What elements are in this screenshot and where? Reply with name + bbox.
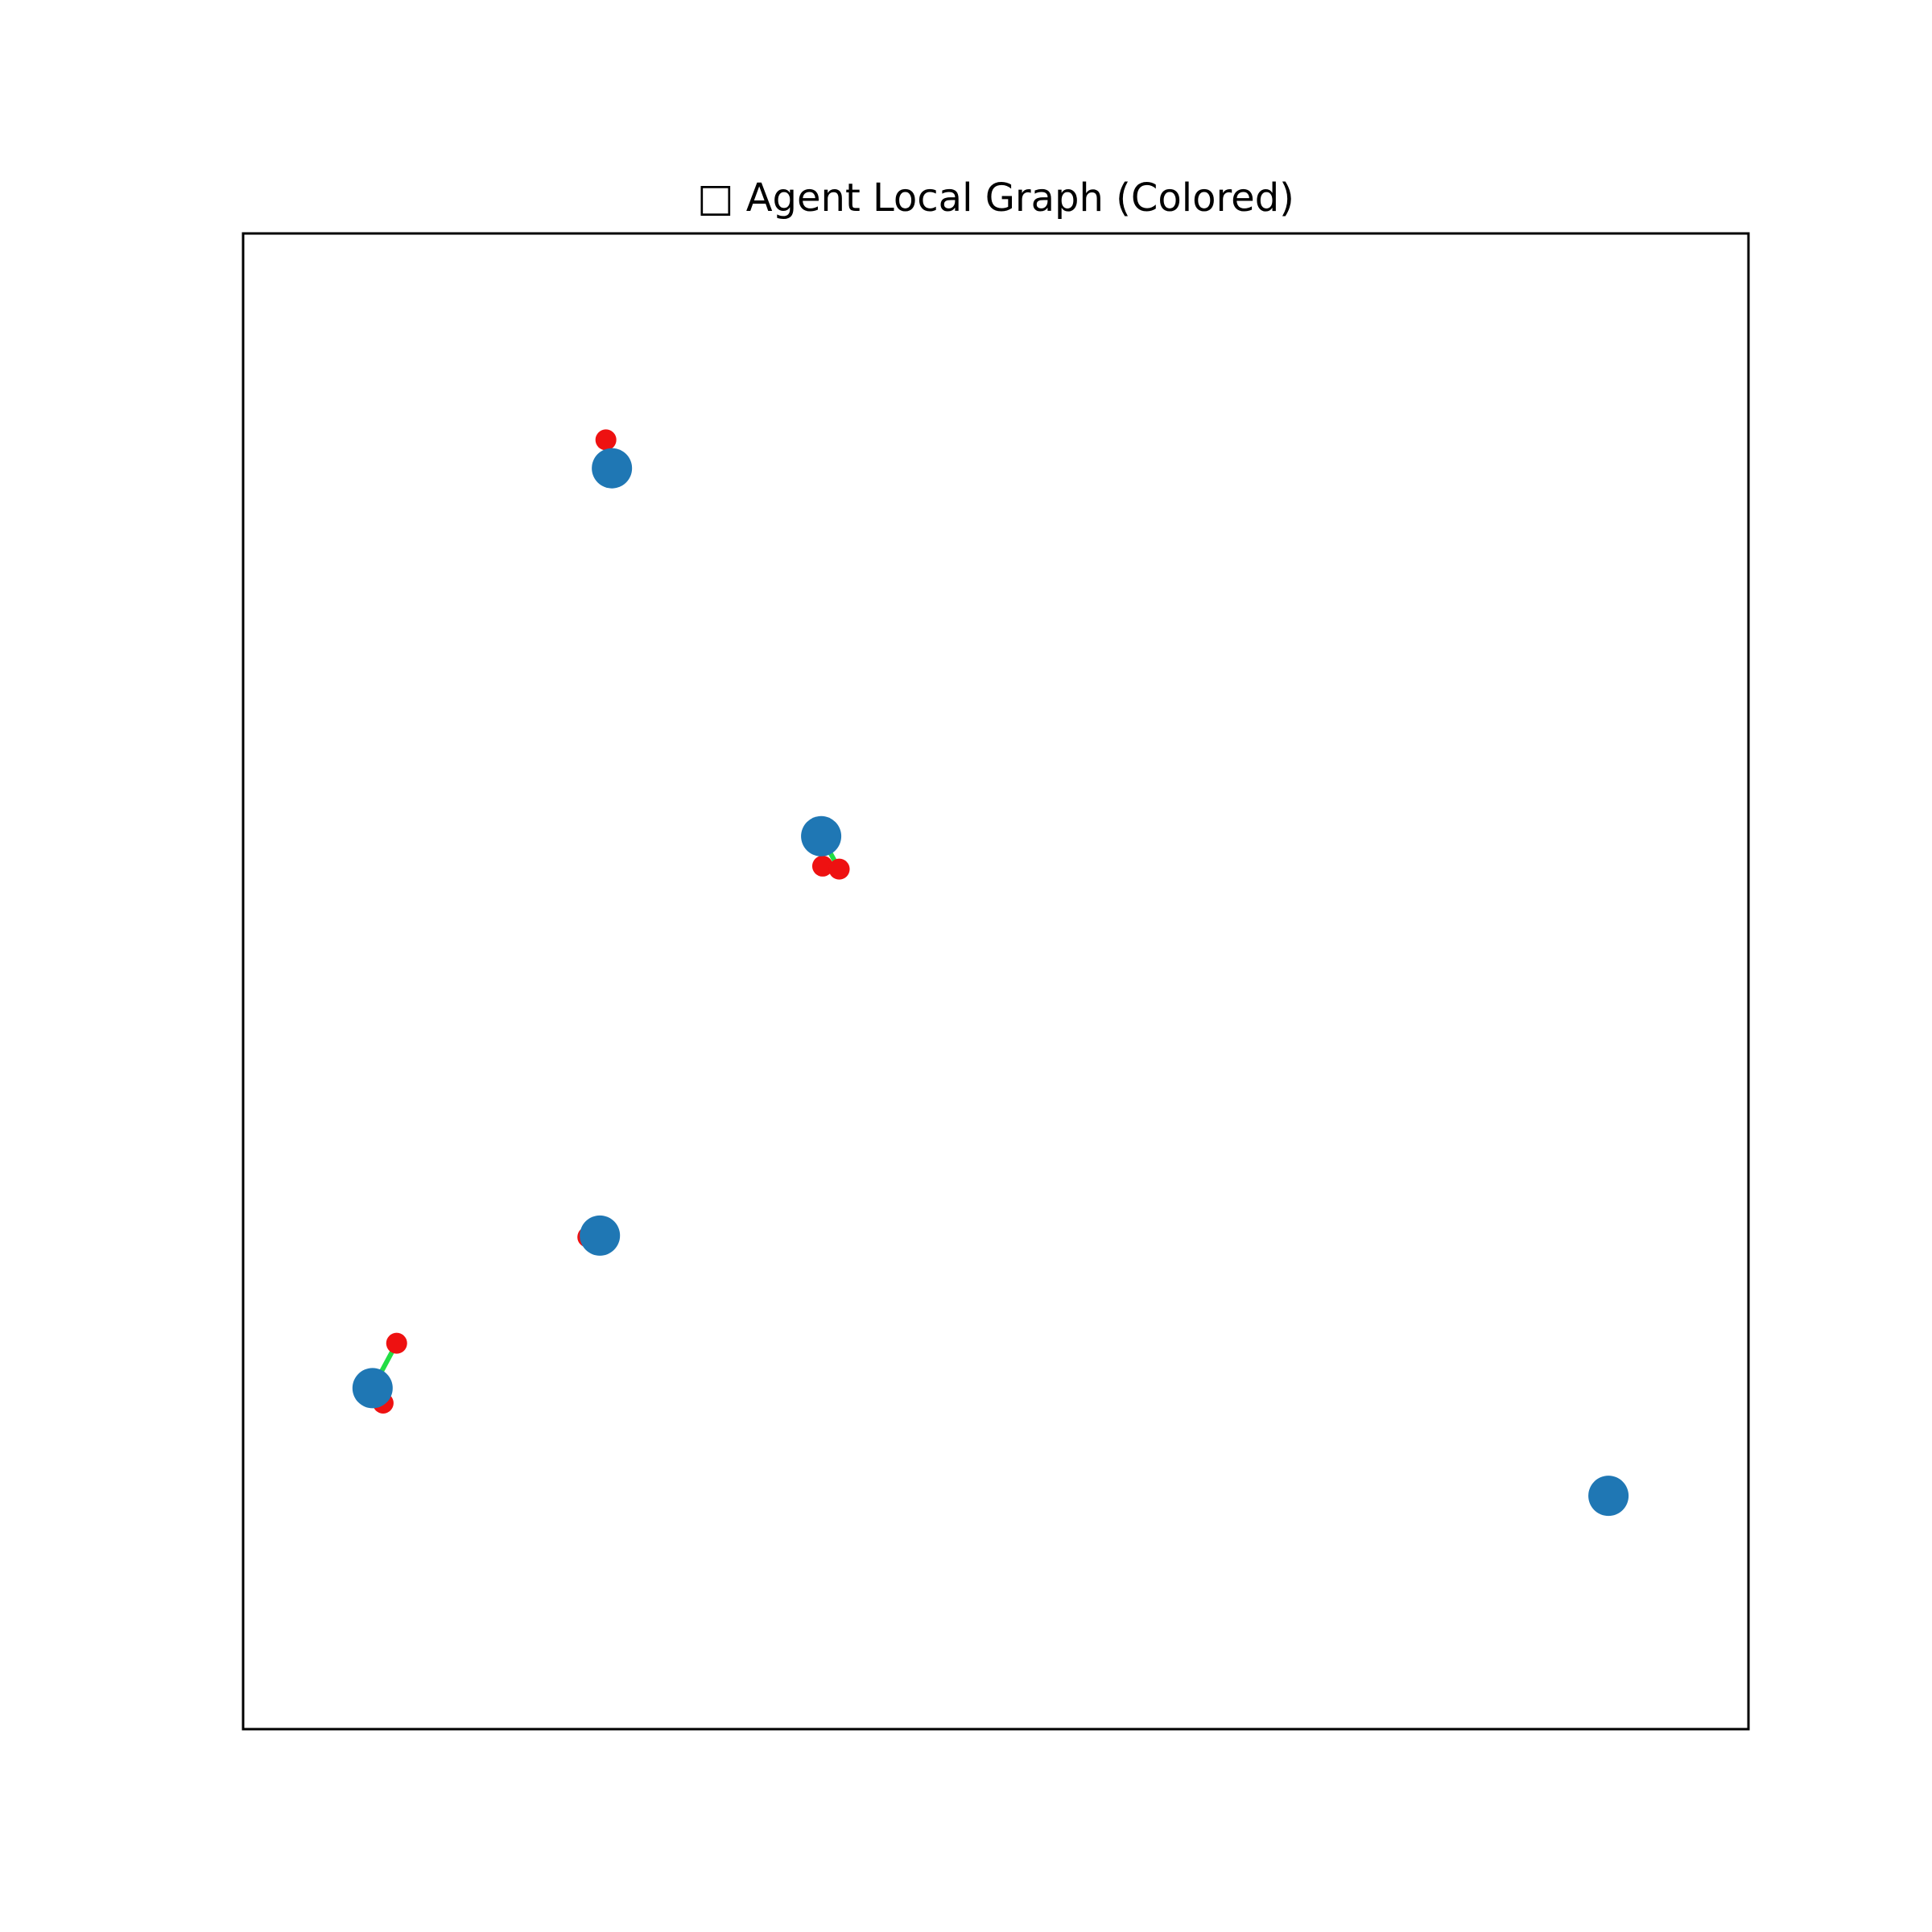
agent-node-3 <box>352 1368 393 1409</box>
target-nodes-layer <box>372 429 850 1414</box>
agent-node-1 <box>801 815 842 857</box>
target-node-2 <box>828 858 850 880</box>
chart-title: □ Agent Local Graph (Colored) <box>697 175 1294 221</box>
agent-nodes-layer <box>352 448 1629 1517</box>
agent-node-2 <box>580 1215 621 1256</box>
target-node-0 <box>595 429 617 451</box>
target-node-4 <box>386 1332 407 1354</box>
edges-layer <box>370 835 842 1389</box>
target-node-1 <box>811 855 833 877</box>
agent-node-4 <box>1588 1476 1629 1517</box>
plot-frame <box>242 232 1750 1731</box>
agent-node-0 <box>592 448 633 489</box>
